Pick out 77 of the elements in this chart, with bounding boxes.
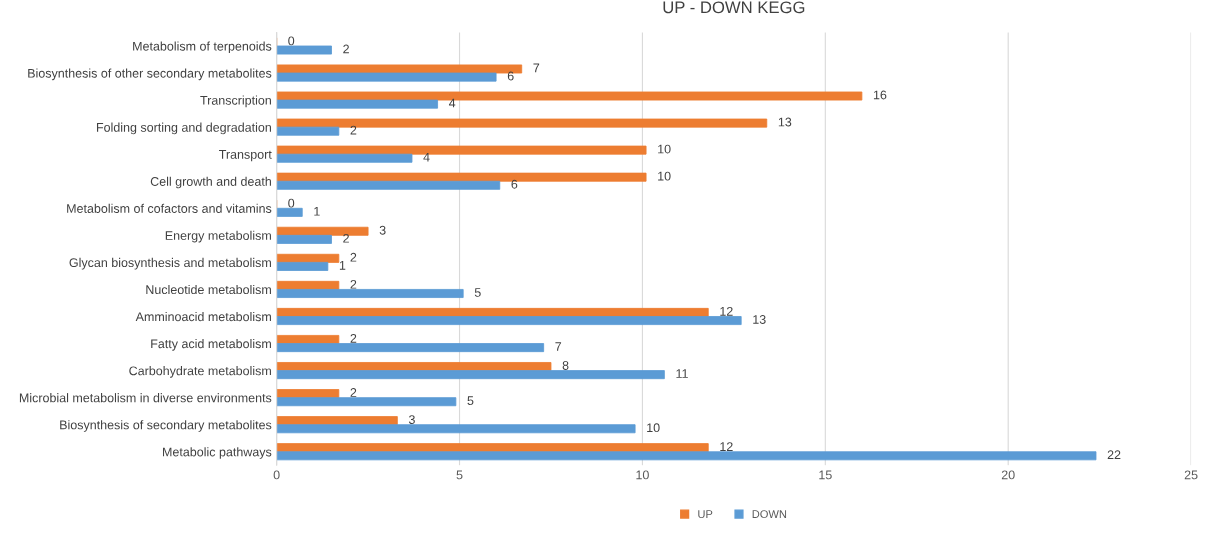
bar — [276, 126, 340, 136]
y-tick-label: Microbial metabolism in diverse environments — [19, 393, 272, 403]
data-label: 8 — [562, 361, 569, 370]
x-tick-label: 15 — [819, 470, 832, 480]
legend-label: UP — [698, 510, 713, 519]
data-label: 2 — [350, 388, 357, 397]
y-tick-label: Nucleotide metabolism — [146, 284, 271, 295]
data-label: 12 — [720, 306, 733, 316]
legend-label: DOWN — [752, 510, 787, 519]
data-label: 2 — [343, 44, 349, 54]
data-label: 2 — [350, 333, 357, 343]
bar — [276, 343, 545, 353]
data-label: 2 — [350, 125, 357, 135]
bar — [276, 72, 497, 82]
x-tick-label: 20 — [1001, 470, 1015, 480]
data-label: 7 — [555, 342, 562, 351]
bar — [276, 145, 647, 155]
bar — [276, 45, 332, 55]
bar — [276, 253, 340, 263]
y-tick-label: Metabolism of terpenoids — [133, 41, 272, 54]
data-label: 16 — [873, 90, 887, 100]
y-tick-label: Biosynthesis of other secondary metabolites — [28, 68, 272, 81]
data-label: 22 — [1107, 450, 1121, 460]
bar — [276, 261, 329, 271]
y-tick-label: Metabolic pathways — [163, 447, 272, 459]
data-label: 3 — [379, 225, 386, 235]
y-tick-label: Folding sorting and degradation — [96, 122, 271, 135]
bar — [276, 153, 413, 163]
bar — [276, 370, 665, 380]
bar — [276, 316, 742, 326]
data-label: 5 — [467, 396, 474, 406]
y-tick-label: Fatty acid metabolism — [151, 339, 271, 351]
data-label: 13 — [778, 117, 792, 127]
data-label: 7 — [533, 63, 540, 73]
data-label: 13 — [753, 315, 766, 324]
data-label: 12 — [720, 442, 733, 451]
y-tick-label: Metabolism of cofactors and vitamins — [67, 203, 272, 213]
chart-title: UP - DOWN KEGG — [663, 1, 805, 14]
y-tick-label: Glycan biosynthesis and metabolism — [69, 257, 271, 270]
bar — [276, 424, 636, 434]
data-label: 4 — [448, 98, 456, 108]
bar — [276, 362, 552, 372]
y-tick-label: Biosynthesis of secondary metabolites — [60, 420, 272, 432]
data-label: 2 — [350, 279, 357, 289]
data-label: 10 — [658, 144, 671, 154]
y-tick-label: Cell growth and death — [150, 176, 271, 189]
bar — [276, 289, 464, 298]
y-tick-label: Energy metabolism — [165, 230, 271, 243]
data-label: 6 — [507, 71, 514, 81]
y-tick-label: Carbohydrate metabolism — [129, 366, 271, 378]
bar — [276, 180, 501, 190]
bar — [276, 99, 438, 109]
y-tick-label: Transcription — [200, 95, 271, 108]
data-label: 1 — [339, 261, 346, 270]
bar — [276, 226, 369, 236]
x-tick-label: 10 — [636, 470, 649, 480]
data-label: 11 — [676, 369, 688, 378]
data-label: 2 — [350, 252, 357, 262]
data-label: 0 — [288, 198, 295, 208]
x-tick-label: 5 — [456, 470, 463, 480]
data-label: 2 — [343, 233, 349, 243]
data-label: 0 — [288, 36, 295, 46]
y-tick-label: Amminoacid metabolism — [135, 311, 271, 322]
bar — [276, 451, 1097, 461]
data-label: 3 — [408, 415, 415, 424]
data-label: 10 — [658, 171, 671, 181]
y-tick-label: Transport — [219, 150, 272, 162]
data-label: 5 — [474, 288, 481, 297]
data-label: 1 — [314, 206, 320, 216]
x-tick-label: 0 — [273, 470, 280, 480]
bar — [276, 234, 332, 244]
data-label: 4 — [423, 152, 430, 162]
x-tick-label: 25 — [1184, 470, 1198, 480]
data-label: 6 — [511, 179, 518, 189]
bar — [276, 207, 303, 217]
data-label: 10 — [647, 423, 660, 433]
bar — [276, 397, 457, 407]
